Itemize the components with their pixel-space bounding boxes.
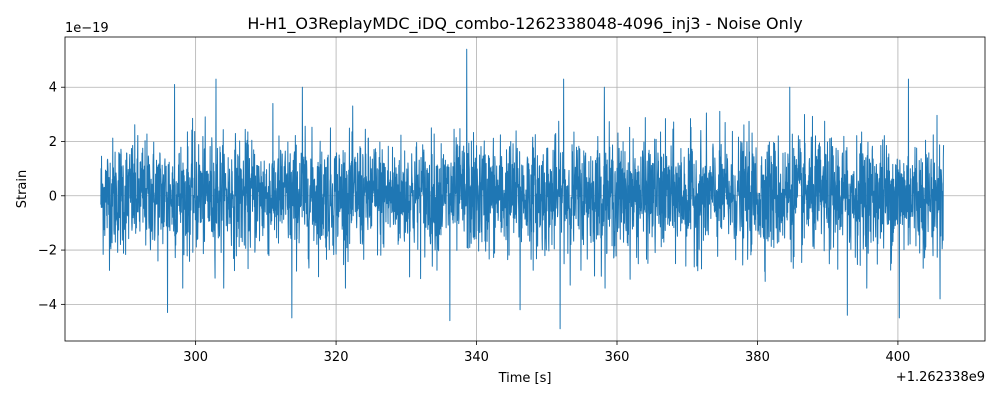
x-tick-label: 320 bbox=[324, 350, 349, 365]
y-tick-label: −2 bbox=[38, 244, 57, 259]
x-tick-label: 380 bbox=[745, 350, 770, 365]
chart-title: H-H1_O3ReplayMDC_iDQ_combo-1262338048-40… bbox=[247, 14, 802, 34]
y-axis-label: Strain bbox=[15, 170, 30, 209]
x-tick-label: 400 bbox=[886, 350, 911, 365]
strain-line bbox=[100, 48, 945, 330]
y-tick-label: 2 bbox=[49, 135, 57, 150]
strain-series bbox=[100, 48, 945, 330]
y-axis-exponent-label: 1e−19 bbox=[65, 21, 109, 36]
x-axis-offset-label: +1.262338e9 bbox=[896, 370, 985, 385]
y-tick-label: 0 bbox=[49, 189, 57, 204]
y-tick-label: 4 bbox=[49, 81, 57, 96]
x-axis-ticks: 300 320 340 360 380 400 bbox=[183, 341, 910, 365]
x-tick-label: 360 bbox=[605, 350, 630, 365]
y-tick-label: −4 bbox=[38, 298, 57, 313]
x-tick-label: 300 bbox=[183, 350, 208, 365]
y-axis-ticks: −4 −2 0 2 4 bbox=[38, 81, 65, 313]
x-axis-label: Time [s] bbox=[498, 371, 552, 386]
plot-frame bbox=[64, 36, 986, 342]
x-tick-label: 340 bbox=[464, 350, 489, 365]
